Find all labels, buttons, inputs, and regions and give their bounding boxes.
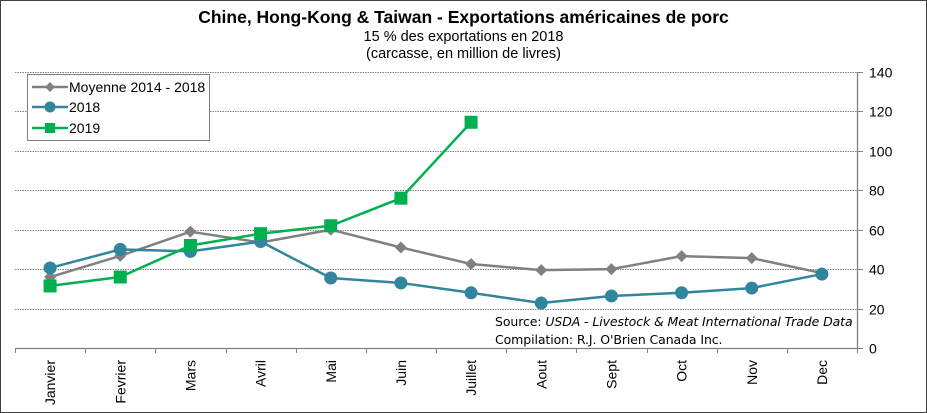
data-point — [113, 270, 127, 284]
data-point — [605, 263, 618, 276]
x-tick-label: Sept — [603, 360, 619, 389]
axis-labels: 0 20 40 60 80 100 120 140 Janvier Fevrier Mars Avri… — [42, 65, 892, 406]
legend-label: 2019 — [69, 120, 101, 136]
x-tick-label: Nov — [744, 360, 760, 385]
y-tick-label: 0 — [869, 341, 877, 357]
data-point — [675, 286, 689, 300]
y-tick-label: 120 — [869, 104, 893, 120]
series-moyenne-2014---2018 — [44, 223, 828, 284]
y-tick-label: 40 — [869, 262, 885, 278]
legend-item-2018: 2018 — [32, 97, 100, 117]
data-point — [324, 219, 338, 233]
data-point — [464, 115, 478, 129]
legend-item-2019: 2019 — [32, 118, 100, 138]
series-2019 — [43, 115, 478, 293]
data-point — [113, 242, 127, 256]
x-tick-label: Aout — [533, 360, 549, 389]
legend-item-average: Moyenne 2014 - 2018 — [32, 77, 205, 97]
x-tick-label: Janvier — [42, 360, 58, 405]
data-point — [394, 191, 408, 205]
data-point — [183, 238, 197, 252]
compilation-note: Compilation: R.J. O'Brien Canada Inc. — [495, 332, 723, 347]
y-tick-label: 80 — [869, 183, 885, 199]
x-tick-label: Fevrier — [112, 360, 128, 404]
data-point — [465, 258, 478, 271]
data-point — [815, 267, 829, 281]
data-point — [43, 261, 57, 275]
y-tick-label: 60 — [869, 223, 885, 239]
square-marker-icon — [32, 123, 68, 133]
data-point — [745, 252, 758, 265]
source-note: Source: USDA - Livestock & Meat Internat… — [495, 314, 853, 329]
legend-label: Moyenne 2014 - 2018 — [69, 79, 206, 95]
data-point — [745, 281, 759, 295]
data-point — [324, 271, 338, 285]
x-tick-label: Dec — [814, 360, 830, 385]
data-point — [604, 289, 618, 303]
data-point — [535, 264, 548, 277]
data-point — [675, 250, 688, 263]
series-line — [49, 121, 473, 288]
axes — [15, 72, 863, 353]
source-prefix: Source: — [495, 314, 546, 329]
circle-marker-icon — [32, 101, 68, 113]
x-tick-label: Avril — [253, 360, 269, 387]
x-tick-label: Mai — [323, 360, 339, 383]
data-point — [394, 241, 407, 254]
series-2018 — [43, 235, 829, 310]
series-line — [49, 240, 823, 305]
data-point — [184, 225, 197, 238]
chart-subtitle: 15 % des exportations en 2018 — [363, 29, 564, 45]
series-layer — [43, 115, 829, 310]
series-line — [49, 228, 823, 279]
legend-label: 2018 — [69, 99, 101, 115]
y-tick-label: 140 — [869, 65, 893, 81]
data-point — [394, 276, 408, 290]
y-tick-label: 100 — [869, 144, 893, 160]
source-text: USDA - Livestock & Meat International Tr… — [545, 314, 853, 329]
x-tick-label: Juillet — [463, 360, 479, 396]
data-point — [464, 286, 478, 300]
legend: Moyenne 2014 - 2018 2018 2019 — [27, 74, 210, 141]
data-point — [254, 227, 268, 241]
x-tick-label: Mars — [182, 360, 198, 391]
chart-title: Chine, Hong-Kong & Taiwan - Exportations… — [198, 7, 729, 27]
data-point — [43, 279, 57, 293]
data-point — [534, 296, 548, 310]
x-tick-label: Juin — [393, 360, 409, 386]
chart-subtitle-units: (carcasse, en million de livres) — [365, 46, 561, 62]
y-tick-label: 20 — [869, 302, 885, 318]
x-tick-label: Oct — [674, 360, 690, 382]
diamond-marker-icon — [32, 82, 68, 92]
